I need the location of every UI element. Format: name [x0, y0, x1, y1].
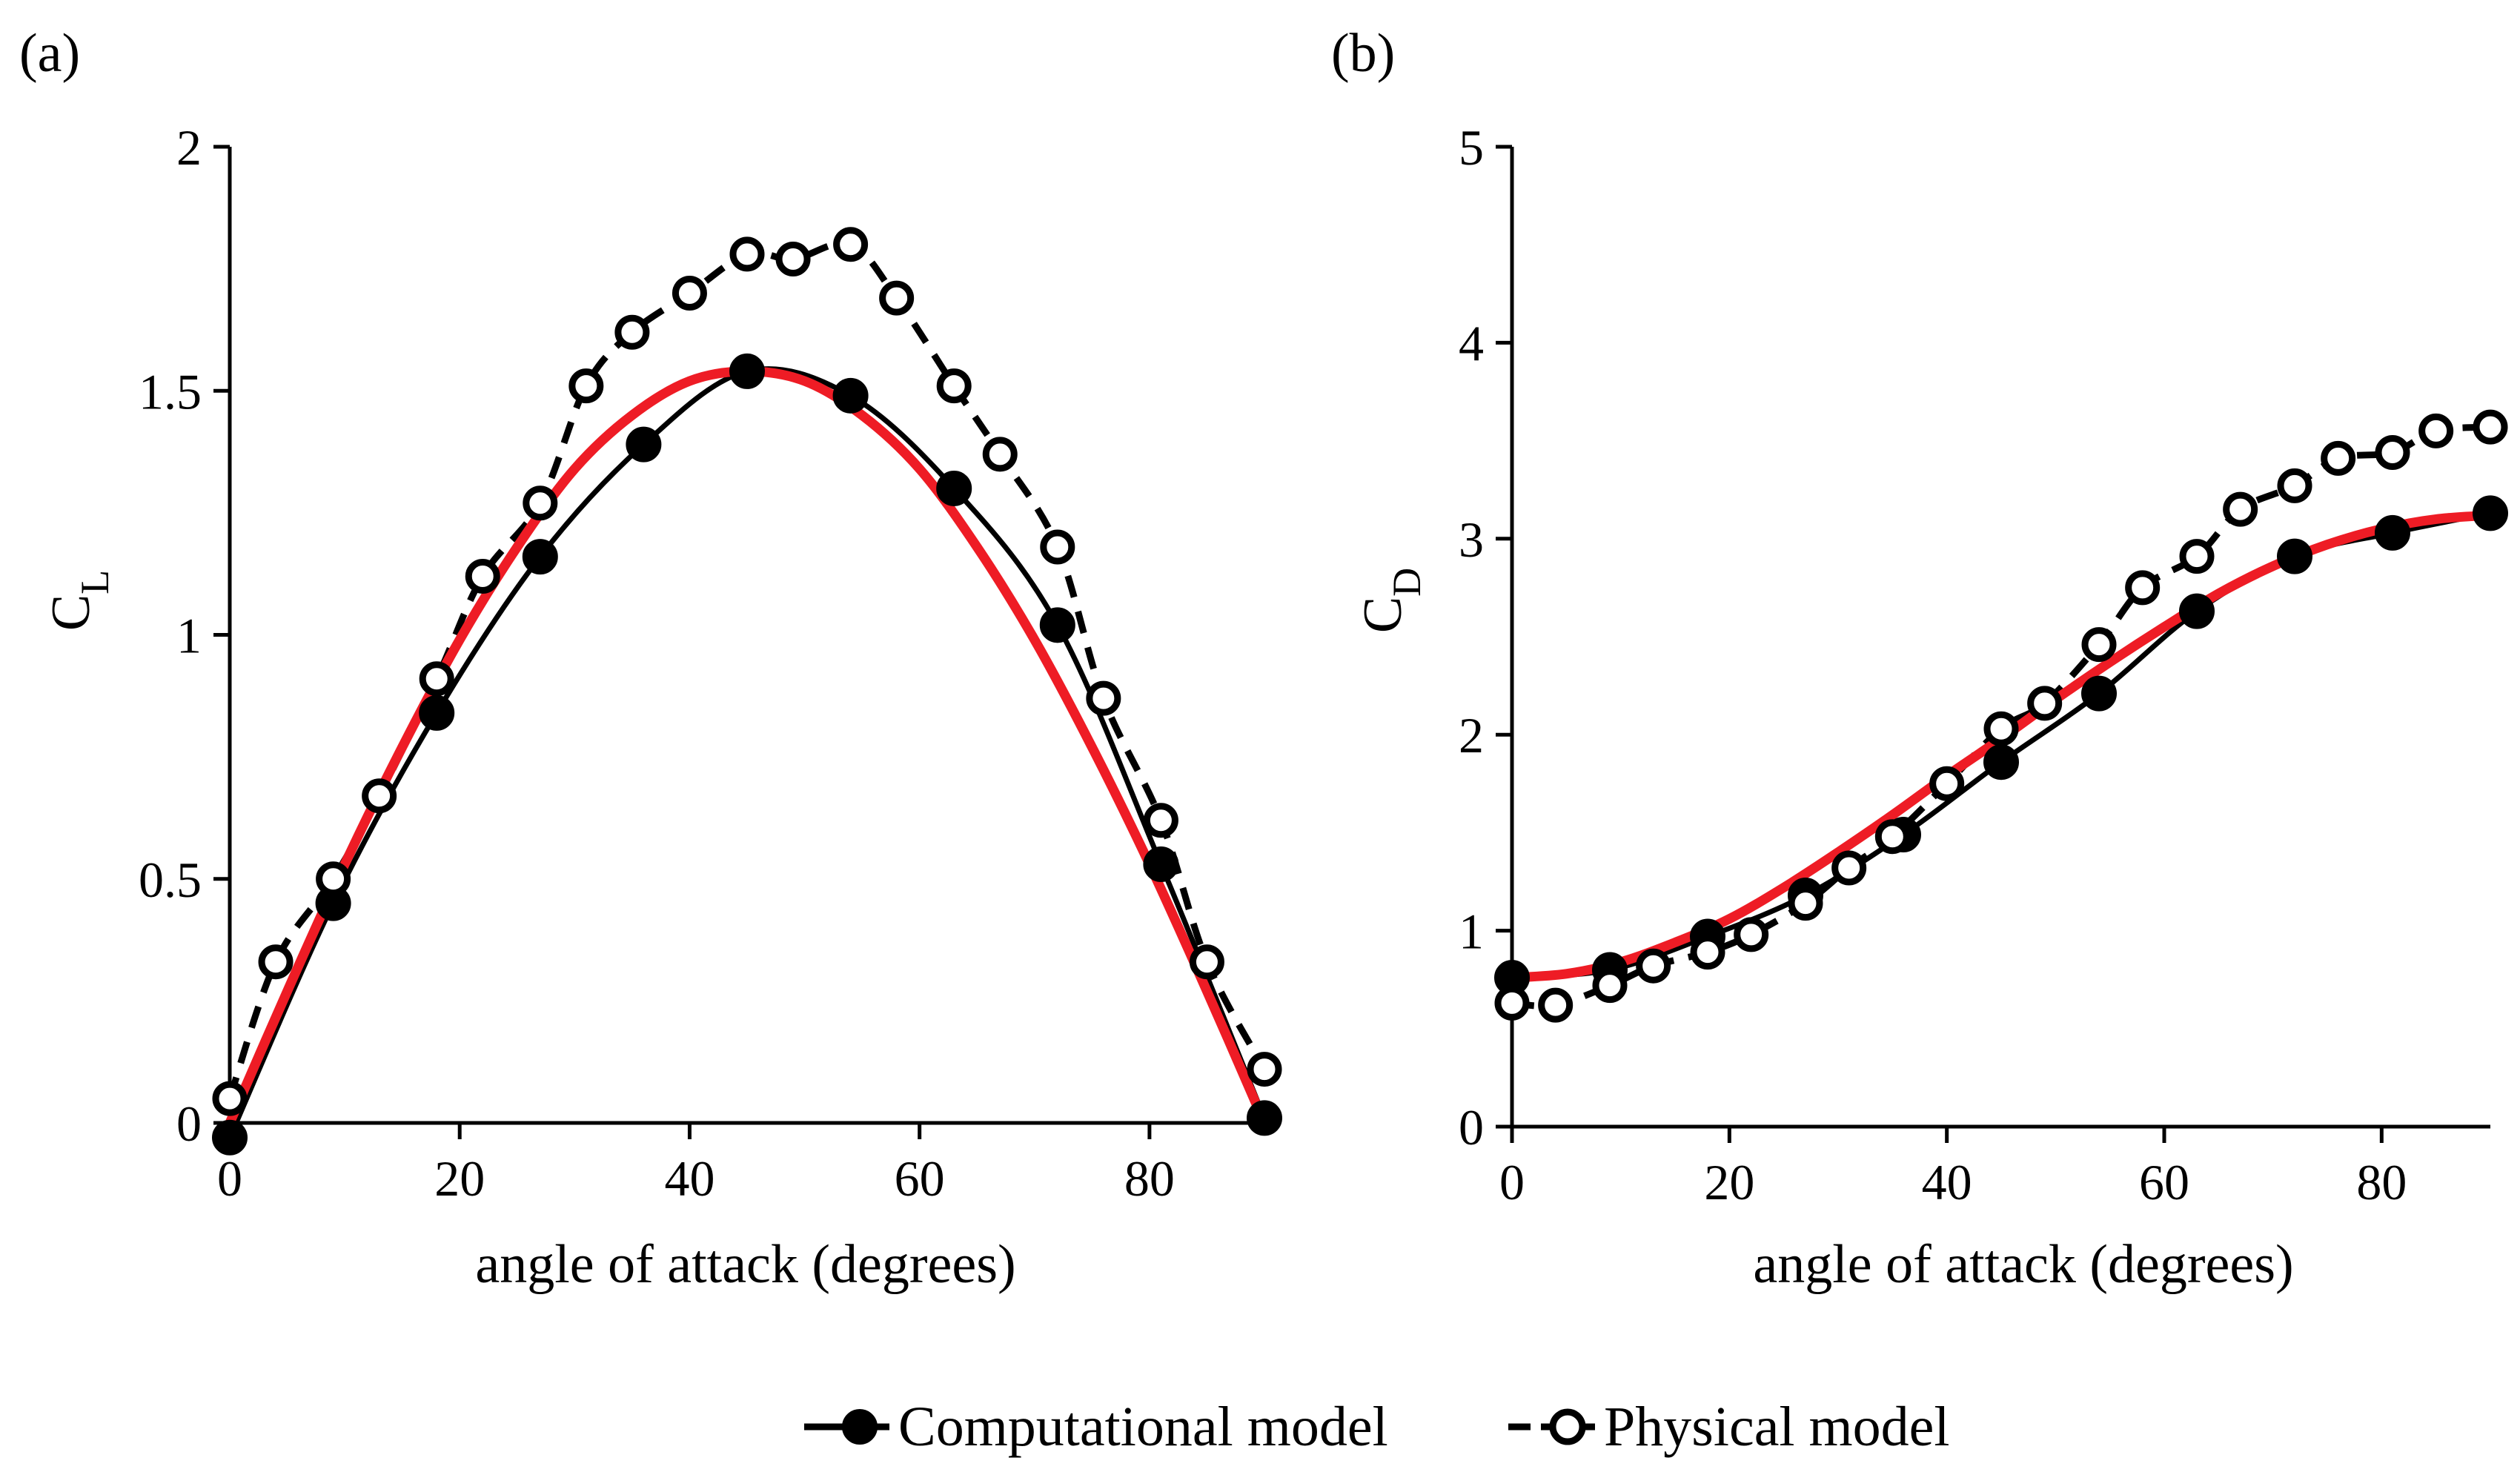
- panel-a-y-tick-label: 1: [176, 608, 202, 664]
- panel-a-physical-point: [419, 661, 454, 697]
- panel-b-physical-point: [1929, 766, 1965, 801]
- legend: Computational model Physical model: [804, 1396, 1950, 1458]
- panel-b-physical-point: [2179, 539, 2215, 574]
- panel-b-physical-point: [1690, 935, 1725, 970]
- panel-a-physical-point: [465, 558, 500, 594]
- panel-a-computational-point: [936, 470, 972, 506]
- panel-b-physical-point: [1538, 987, 1574, 1023]
- panel-a-computational-point: [626, 426, 662, 463]
- panel-b-physical-point: [2125, 570, 2161, 606]
- panel-b-physical-point: [2223, 491, 2258, 527]
- panel-a-y-tick-label: 1.5: [139, 363, 202, 420]
- panel-a-physical-point: [1189, 944, 1224, 980]
- panel-b-computational-point: [2375, 514, 2410, 551]
- panel-b-x-tick-label: 0: [1499, 1154, 1525, 1210]
- panel-a-computational-point: [729, 353, 765, 389]
- panel-b-y-tick-label: 1: [1459, 904, 1484, 960]
- panel-a-computational-point: [1247, 1100, 1282, 1136]
- panel-a-computational-point: [419, 695, 455, 731]
- panel-b-x-tick-label: 40: [1922, 1154, 1972, 1210]
- panel-b-y-axis-title: CD: [1353, 568, 1429, 633]
- panel-a-physical-point: [362, 778, 397, 814]
- panel-a-x-tick-label: 80: [1124, 1150, 1175, 1207]
- panel-b-physical-point: [2375, 434, 2410, 470]
- panel-a-computational-point: [522, 539, 558, 575]
- panel-a-computational-point: [1143, 846, 1179, 882]
- panel-b-physical-point: [1734, 917, 1769, 952]
- panel-a-physical-point: [523, 485, 558, 521]
- panel-b-x-tick-label: 20: [1704, 1154, 1754, 1210]
- panel-a-physical-point: [316, 861, 351, 897]
- panel-a-x-tick-label: 60: [895, 1150, 945, 1207]
- panel-b-physical-point: [2473, 409, 2508, 445]
- panel-a-physical-point: [1086, 680, 1121, 716]
- panel-b-physical-point: [2081, 627, 2117, 663]
- panel-a: (a) CL angle of attack (degrees) 0 0.5 1 1.…: [19, 23, 1282, 1295]
- panel-b-x-axis-title: angle of attack (degrees): [1753, 1234, 2293, 1295]
- panel-b-physical-point: [1788, 886, 1823, 921]
- panel-b-physical-point: [1494, 985, 1530, 1021]
- panel-b-physical-point: [1831, 850, 1867, 886]
- panel-b-physical-point: [1874, 819, 1910, 855]
- panel-a-x-axis-title: angle of attack (degrees): [475, 1234, 1015, 1295]
- panel-b-y-tick-label: 2: [1459, 707, 1484, 763]
- panel-a-y-tick-label: 2: [176, 119, 202, 176]
- panel-a-physical-point: [1040, 529, 1075, 565]
- panel-a-computational-point: [1039, 607, 1075, 643]
- panel-a-x-tick-label: 20: [434, 1150, 485, 1207]
- panel-b-x-tick-label: 80: [2356, 1154, 2407, 1210]
- panel-b-x-tick-label: 60: [2139, 1154, 2189, 1210]
- legend-computational-label: Computational model: [898, 1396, 1388, 1458]
- panel-b-physical-point: [2277, 468, 2312, 503]
- panel-b-computational-point: [2277, 538, 2312, 574]
- panel-a-x-tick-label: 40: [664, 1150, 714, 1207]
- panel-b-physical-point: [2027, 686, 2063, 721]
- panel-a-physical-point: [936, 368, 972, 404]
- panel-a-physical-point: [982, 437, 1018, 472]
- panel-a-computational-point: [212, 1119, 248, 1156]
- panel-a-computational-point: [832, 377, 869, 414]
- panel-b-physical-point: [2321, 440, 2356, 476]
- panel-b-physical-point: [1636, 948, 1671, 984]
- panel-a-physical-point: [833, 227, 869, 262]
- panel-b-label: (b): [1331, 23, 1395, 84]
- panel-b-physical-point: [2418, 413, 2454, 448]
- panel-a-physical-point: [614, 314, 650, 350]
- panel-b-computational-point: [2081, 675, 2117, 712]
- legend-physical-marker: [1549, 1408, 1586, 1445]
- panel-a-physical-point: [258, 944, 294, 980]
- legend-physical-label: Physical model: [1604, 1396, 1950, 1458]
- panel-a-physical-point: [672, 276, 707, 311]
- panel-b-y-tick-label: 4: [1459, 315, 1484, 371]
- legend-computational-marker: [842, 1409, 878, 1445]
- panel-a-label: (a): [19, 23, 80, 84]
- panel-a-physical-point: [775, 241, 811, 276]
- panel-b-y-tick-label: 3: [1459, 511, 1484, 568]
- panel-b: (b) CD angle of attack (degrees) 0 1 2 3 4 5 0…: [1331, 23, 2508, 1295]
- panel-a-x-tick-label: 0: [217, 1150, 242, 1207]
- panel-a-computational-line: [227, 366, 1267, 1139]
- panel-a-physical-point: [212, 1081, 248, 1116]
- panel-b-y-tick-label: 5: [1459, 119, 1484, 176]
- panel-b-y-tick-label: 0: [1459, 1099, 1484, 1156]
- panel-b-computational-point: [1983, 744, 2019, 780]
- panel-a-physical-point: [1143, 803, 1178, 838]
- panel-b-computational-point: [2473, 495, 2508, 531]
- panel-b-physical-point: [1592, 968, 1628, 1004]
- panel-a-physical-point: [568, 368, 604, 404]
- panel-a-y-tick-label: 0: [176, 1096, 202, 1152]
- panel-a-y-tick-label: 0.5: [139, 852, 202, 908]
- panel-a-physical-point: [1247, 1052, 1282, 1087]
- panel-b-computational-point: [2179, 593, 2215, 629]
- panel-a-physical-point: [879, 280, 915, 316]
- panel-a-physical-point: [729, 236, 765, 272]
- panel-b-physical-point: [1983, 711, 2019, 746]
- panel-a-fit-curve: [225, 366, 1270, 1128]
- panel-a-y-axis-title: CL: [41, 570, 117, 631]
